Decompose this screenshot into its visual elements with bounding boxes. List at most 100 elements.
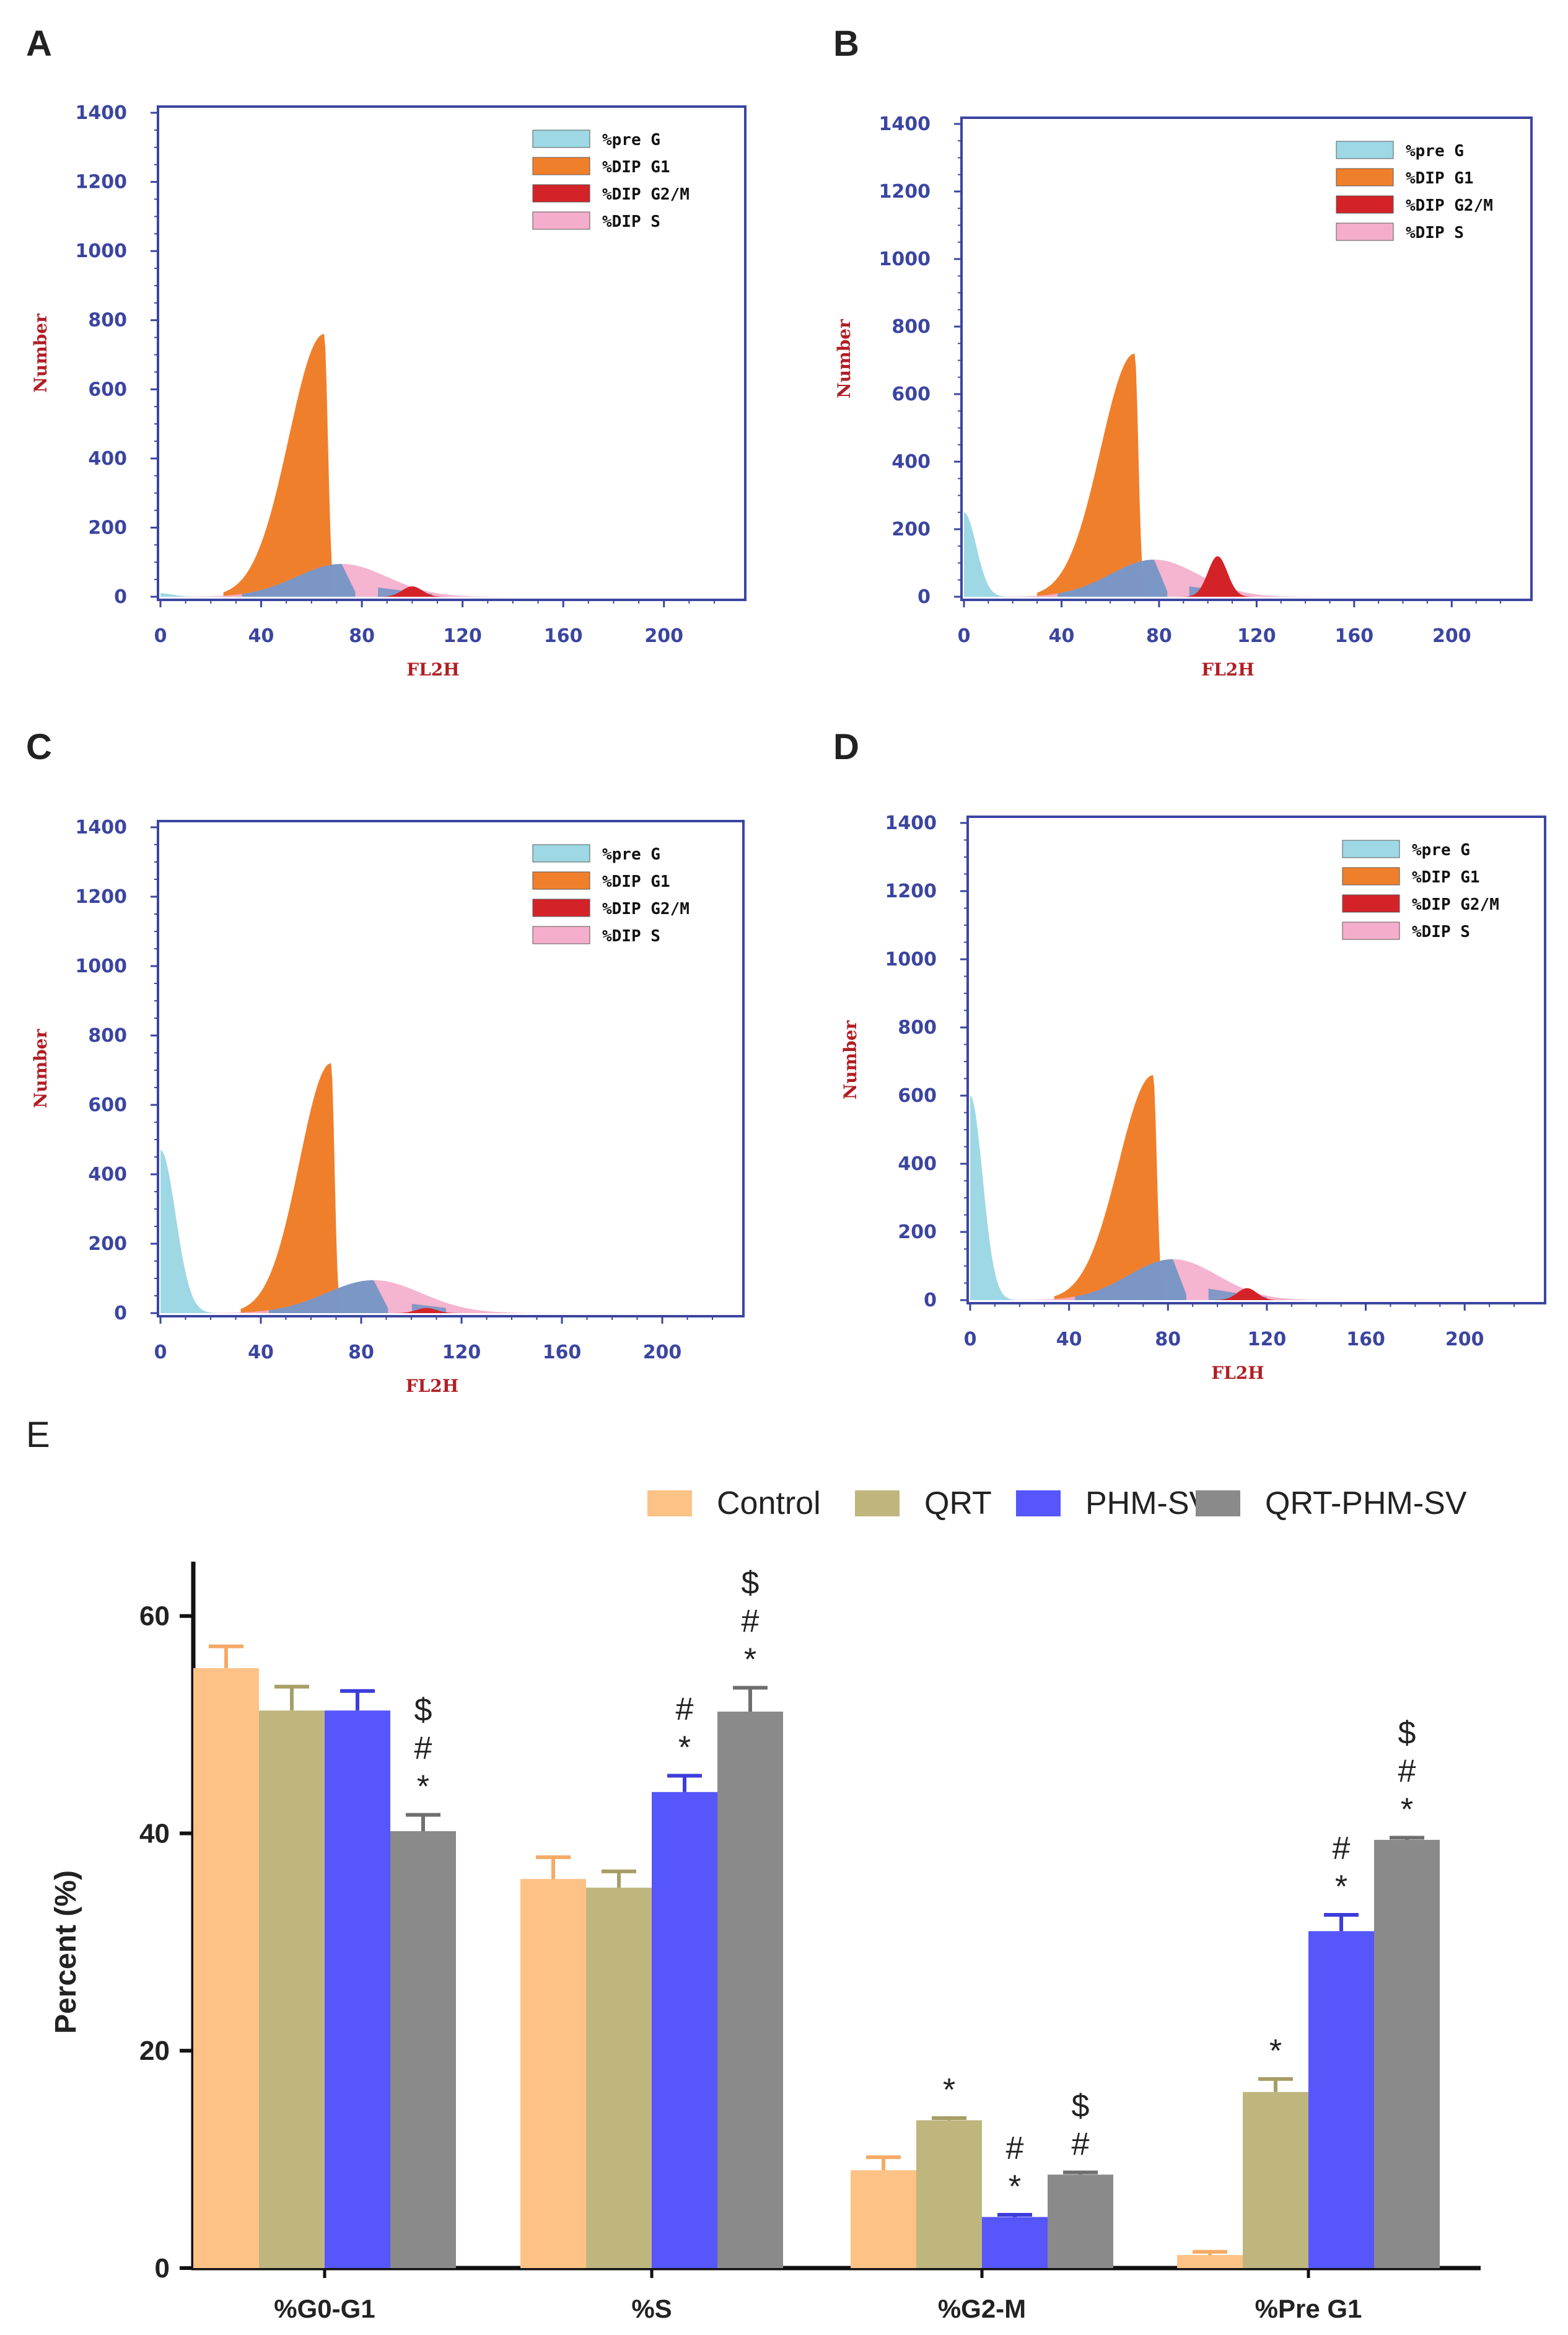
x-tick-label: 120: [442, 1342, 481, 1363]
bar-phm-sv: [652, 1792, 717, 2268]
legend-label: %DIP S: [1412, 923, 1470, 941]
y-tick-label: 1000: [76, 956, 128, 977]
significance-mark: $: [1398, 1715, 1416, 1751]
bar-control: [193, 1668, 259, 2268]
significance-mark: #: [414, 1731, 432, 1767]
legend-swatch: [1342, 894, 1400, 913]
x-category-label: %G2-M: [938, 2294, 1026, 2323]
plot-frame: [966, 816, 1546, 1304]
overlap-region: [1058, 560, 1168, 597]
panel-letter: A: [26, 24, 52, 64]
x-tick-label: 0: [958, 625, 971, 647]
legend-swatch: [647, 1490, 692, 1516]
x-tick-label: 0: [964, 1329, 977, 1350]
legend-swatch: [532, 844, 590, 863]
x-tick-label: 120: [1237, 625, 1276, 647]
dip-g1-peak: [1037, 353, 1147, 597]
y-tick-label: 1400: [76, 817, 128, 838]
x-tick-label: 80: [1146, 625, 1172, 647]
bar-control: [851, 2170, 916, 2268]
legend-swatch: [1342, 921, 1400, 940]
y-tick-label: 1200: [76, 172, 128, 193]
legend-swatch: [532, 871, 590, 890]
y-tick-label: 200: [88, 1233, 127, 1255]
legend-label: %DIP S: [602, 927, 660, 946]
dip-g1-peak: [240, 1063, 343, 1313]
x-tick-label: 160: [1346, 1329, 1385, 1350]
legend-label: %pre G: [1412, 841, 1470, 860]
legend-label: %DIP G2/M: [602, 185, 690, 204]
bar-qrt: [259, 1710, 325, 2268]
dip-g2m-peak: [1178, 556, 1257, 597]
significance-mark: $: [414, 1692, 432, 1728]
bar-qrt: [916, 2120, 982, 2268]
y-axis-label: Number: [30, 1028, 51, 1108]
legend-label: %DIP G1: [602, 158, 670, 177]
y-tick-label: 1400: [879, 113, 931, 135]
y-axis-label: Percent (%): [50, 1870, 82, 2034]
bar-chart-e: E Control QRT PHM-SV QRT-PHM-SV 0 20 40 60 Percen…: [26, 1415, 1481, 2323]
significance-mark: *: [1009, 2169, 1021, 2205]
y-tick-label: 0: [924, 1290, 937, 1311]
x-tick-label: 120: [1248, 1329, 1287, 1350]
histogram-panel-a: A 0 200 400 600 800 1000 1200 1400 0 40 80 120 160 200…: [26, 24, 747, 680]
y-tick-label: 1400: [885, 812, 937, 834]
legend-label: %pre G: [1406, 142, 1464, 161]
significance-mark: #: [1333, 1831, 1351, 1867]
y-tick-label: 1000: [885, 949, 937, 970]
significance-mark: #: [1072, 2127, 1090, 2163]
dip-g2m-peak: [386, 1308, 467, 1313]
x-tick-label: 200: [1445, 1329, 1484, 1350]
legend-label: %DIP G1: [1406, 169, 1474, 188]
x-tick-label: 0: [154, 625, 167, 647]
x-category-label: %G0-G1: [274, 2294, 375, 2323]
y-tick-label: 1000: [76, 240, 128, 262]
significance-mark: #: [1398, 1753, 1416, 1789]
x-tick-label: 80: [1155, 1329, 1181, 1350]
y-tick-label: 1200: [879, 181, 931, 203]
significance-mark: *: [744, 1642, 756, 1678]
significance-mark: $: [742, 1565, 760, 1601]
y-axis-label: Number: [30, 313, 51, 393]
legend-label: %DIP S: [602, 213, 660, 231]
legend-swatch: [1342, 867, 1400, 886]
pre-g-peak: [160, 1150, 221, 1313]
histogram-panel-c: C 0 200 400 600 800 1000 1200 1400 0 40 80 120 160 200…: [26, 727, 745, 1396]
significance-mark: *: [1269, 2033, 1282, 2069]
bar-phm-sv: [325, 1710, 390, 2268]
y-tick-label: 200: [891, 519, 931, 540]
y-tick-label: 20: [139, 2036, 170, 2066]
significance-mark: #: [742, 1603, 760, 1639]
x-tick-label: 160: [544, 625, 583, 647]
legend-swatch: [1336, 195, 1394, 214]
x-tick-label: 40: [248, 625, 274, 647]
significance-mark: *: [943, 2072, 955, 2108]
x-tick-label: 80: [348, 1342, 374, 1363]
legend-swatch: [1016, 1490, 1061, 1516]
legend-label: %pre G: [602, 131, 660, 149]
bar-qrt: [586, 1888, 652, 2268]
legend-label: %pre G: [602, 845, 660, 864]
legend-label: %DIP G2/M: [1406, 196, 1493, 215]
x-tick-label: 200: [643, 1342, 682, 1363]
y-axis-label: Number: [834, 319, 854, 398]
pre-g-peak: [970, 1096, 1020, 1300]
overlap-region: [1075, 1259, 1186, 1300]
y-tick-label: 600: [898, 1085, 937, 1107]
y-tick-label: 600: [88, 379, 127, 400]
y-tick-label: 0: [114, 586, 127, 608]
overlap-region: [242, 564, 356, 597]
bar-qrt-phm-sv: [717, 1712, 783, 2268]
overlap-region: [269, 1280, 388, 1313]
bar-phm-sv: [982, 2217, 1048, 2268]
dip-g1-peak: [223, 334, 337, 597]
significance-mark: *: [678, 1730, 691, 1766]
x-tick-label: 0: [154, 1342, 167, 1363]
x-tick-label: 200: [1432, 625, 1471, 647]
y-tick-label: 40: [139, 1818, 170, 1849]
legend-label: Control: [717, 1485, 821, 1521]
y-tick-label: 60: [139, 1601, 170, 1632]
y-tick-label: 600: [88, 1094, 127, 1116]
x-axis-label: FL2H: [406, 659, 460, 680]
y-tick-label: 400: [88, 1164, 127, 1185]
